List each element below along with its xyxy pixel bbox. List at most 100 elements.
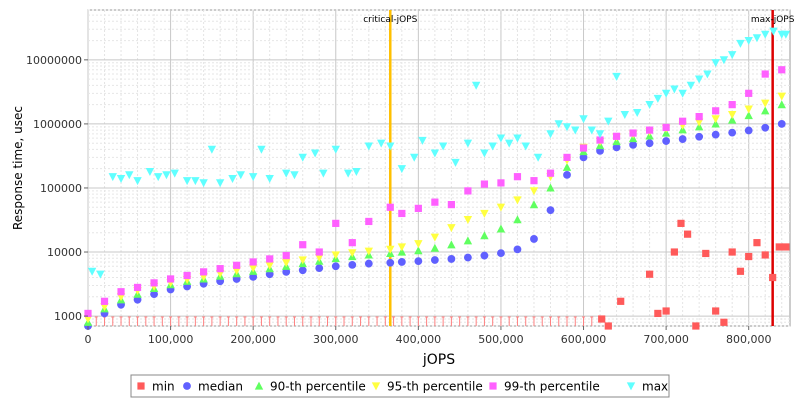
point-95-th-percentile — [331, 251, 340, 260]
point-median — [530, 235, 538, 243]
point-99-th-percentile — [266, 255, 274, 263]
point-max — [352, 168, 361, 177]
x-tick-label: 200,000 — [230, 333, 276, 346]
point-90-th-percentile — [761, 106, 770, 115]
point-median — [645, 139, 654, 148]
jops-markers: critical-jOPS max-jOPS — [363, 10, 795, 326]
point-max — [727, 51, 737, 60]
point-99-th-percentile — [662, 123, 670, 132]
point-max — [182, 177, 192, 186]
point-median — [579, 153, 588, 162]
point-max — [670, 85, 679, 94]
point-99-th-percentile — [386, 203, 394, 211]
point-95-th-percentile — [711, 115, 720, 124]
point-99-th-percentile — [150, 279, 158, 287]
point-max — [533, 153, 543, 162]
point-median — [546, 206, 555, 215]
point-median — [513, 245, 522, 254]
point-99-th-percentile — [332, 219, 340, 227]
point-95-th-percentile — [430, 233, 440, 242]
point-min — [670, 248, 678, 256]
point-max — [752, 34, 762, 43]
point-max — [298, 153, 307, 162]
point-median — [150, 290, 158, 299]
point-max — [463, 139, 473, 148]
point-min — [662, 307, 670, 315]
point-min — [782, 243, 790, 251]
point-99-th-percentile — [778, 66, 786, 74]
point-max — [170, 169, 179, 178]
point-min — [712, 307, 720, 315]
point-max — [546, 130, 555, 139]
point-90-th-percentile — [529, 200, 539, 209]
x-axis-title: jOPS — [422, 352, 455, 368]
point-90-th-percentile — [463, 236, 473, 245]
marker-label: critical-jOPS — [363, 15, 417, 25]
point-median — [447, 255, 456, 263]
point-90-th-percentile — [777, 100, 786, 109]
point-90-th-percentile — [447, 240, 456, 249]
point-max — [87, 267, 97, 276]
x-tick-label: 100,000 — [148, 333, 194, 346]
point-median — [612, 143, 621, 152]
point-max — [554, 120, 563, 129]
point-90-th-percentile — [414, 246, 423, 255]
point-95-th-percentile — [364, 247, 373, 256]
point-99-th-percentile — [480, 180, 489, 188]
point-median — [728, 128, 737, 137]
point-90-th-percentile — [513, 215, 522, 224]
point-95-th-percentile — [694, 118, 704, 127]
point-median — [364, 259, 373, 268]
point-max — [496, 134, 506, 143]
point-median — [497, 249, 505, 258]
point-99-th-percentile — [133, 283, 142, 292]
point-95-th-percentile — [348, 249, 357, 258]
point-max — [661, 89, 671, 98]
point-max — [744, 36, 753, 45]
point-99-th-percentile — [612, 132, 621, 140]
legend-label-max: max — [642, 380, 668, 394]
point-95-th-percentile — [727, 110, 737, 119]
point-99-th-percentile — [745, 89, 753, 97]
point-min — [692, 322, 700, 330]
point-max — [571, 126, 580, 135]
point-median — [662, 137, 671, 145]
point-95-th-percentile — [397, 243, 407, 252]
point-95-th-percentile — [463, 216, 473, 225]
point-max — [236, 171, 245, 180]
point-95-th-percentile — [744, 105, 753, 114]
point-99-th-percentile — [431, 198, 439, 206]
y-tick-label: 100000 — [40, 182, 82, 195]
y-tick-label: 1000000 — [33, 118, 82, 131]
point-99-th-percentile — [216, 265, 224, 273]
point-95-th-percentile — [315, 253, 324, 262]
point-min — [598, 315, 606, 323]
point-max — [686, 81, 696, 90]
point-99-th-percentile — [200, 268, 208, 276]
point-95-th-percentile — [298, 256, 307, 265]
point-90-th-percentile — [430, 243, 440, 252]
point-99-th-percentile — [464, 187, 472, 195]
series-min — [598, 219, 790, 330]
point-99-th-percentile — [166, 275, 175, 283]
point-max — [451, 158, 460, 167]
point-99-th-percentile — [728, 101, 736, 109]
y-axis-ticks: 1000 10000 100000 1000000 10000000 — [26, 54, 88, 323]
point-max — [133, 177, 142, 186]
y-tick-label: 1000 — [54, 310, 82, 323]
point-95-th-percentile — [232, 267, 241, 276]
grid-lines — [87, 9, 790, 327]
point-min — [745, 252, 753, 261]
point-99-th-percentile — [447, 200, 455, 209]
point-99-th-percentile — [233, 261, 241, 269]
point-max — [162, 171, 171, 180]
point-max — [248, 173, 258, 182]
legend-swatch-max — [626, 382, 636, 391]
point-median — [133, 295, 142, 304]
point-99-th-percentile — [414, 204, 422, 212]
point-max — [595, 130, 605, 139]
legend-label-median: median — [198, 380, 243, 394]
point-max — [257, 145, 266, 154]
point-min — [677, 219, 685, 227]
